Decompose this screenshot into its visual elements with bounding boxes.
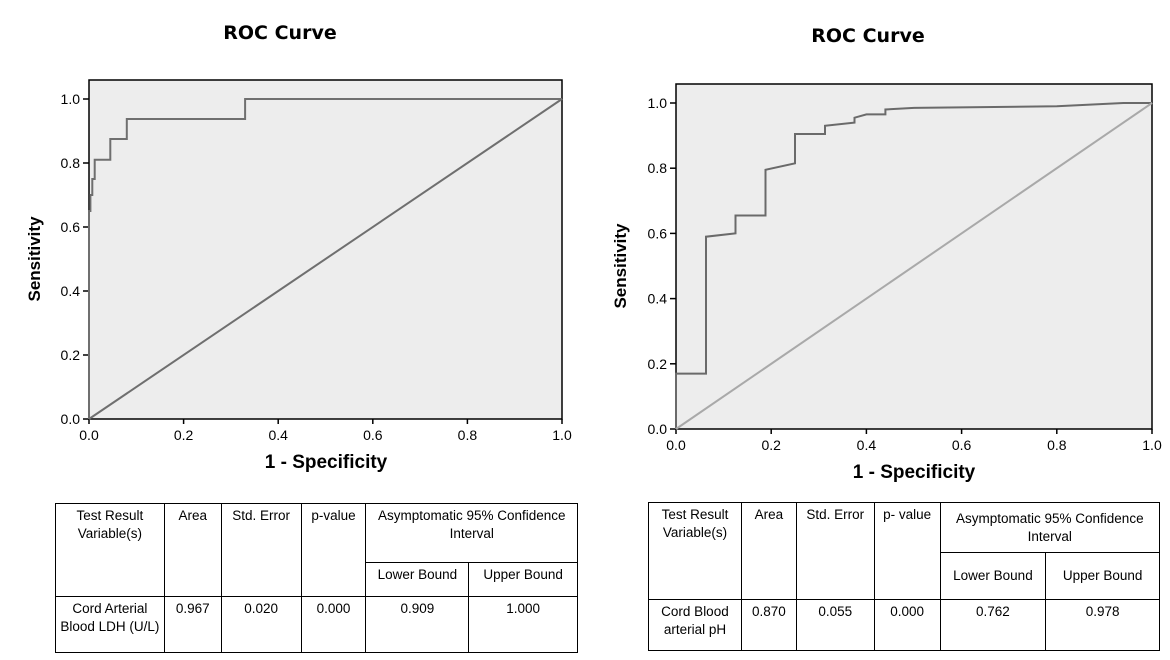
header-p-value: p-value bbox=[300, 503, 367, 597]
cell-upper-bound: 1.000 bbox=[468, 596, 578, 653]
table-row: Cord Arterial Blood LDH (U/L) 0.967 0.02… bbox=[55, 596, 578, 653]
x-tick-label: 0.4 bbox=[268, 427, 288, 443]
header-upper-bound: Upper Bound bbox=[1045, 552, 1160, 600]
y-tick-label: 0.2 bbox=[648, 356, 668, 372]
cell-lower-bound: 0.909 bbox=[365, 596, 470, 653]
y-tick-label: 0.4 bbox=[61, 283, 81, 299]
header-area: Area bbox=[740, 502, 797, 600]
header-variable: Test Result Variable(s) bbox=[55, 503, 165, 597]
y-tick-label: 1.0 bbox=[648, 95, 668, 111]
y-tick-label: 0.2 bbox=[61, 347, 81, 363]
y-axis-label: Sensitivity bbox=[611, 223, 630, 309]
plot-area bbox=[675, 83, 1153, 430]
header-confidence-interval: Asymptomatic 95% Confidence Interval bbox=[365, 503, 578, 563]
header-upper-bound: Upper Bound bbox=[468, 562, 578, 597]
x-tick-label: 1.0 bbox=[1142, 437, 1162, 453]
chart-title: ROC Curve bbox=[811, 25, 925, 47]
header-area: Area bbox=[163, 503, 222, 597]
x-tick-label: 0.8 bbox=[1047, 437, 1067, 453]
x-tick-label: 0.0 bbox=[666, 437, 686, 453]
x-tick-label: 0.2 bbox=[174, 427, 194, 443]
cell-area: 0.967 bbox=[163, 596, 222, 653]
y-tick-label: 0.0 bbox=[61, 411, 81, 427]
y-tick-label: 0.8 bbox=[61, 155, 81, 171]
header-std-error: Std. Error bbox=[220, 503, 302, 597]
roc-curve-line bbox=[675, 102, 1152, 429]
y-tick-label: 0.0 bbox=[648, 421, 668, 437]
header-lower-bound: Lower Bound bbox=[365, 562, 470, 597]
cell-upper-bound: 0.978 bbox=[1045, 599, 1160, 651]
x-tick-label: 0.8 bbox=[458, 427, 478, 443]
header-std-error: Std. Error bbox=[795, 502, 875, 600]
reference-line bbox=[88, 98, 563, 420]
cell-p-value: 0.000 bbox=[300, 596, 367, 653]
header-lower-bound: Lower Bound bbox=[939, 552, 1047, 600]
auc-table-left: Test Result Variable(s) Area Std. Error … bbox=[55, 503, 578, 653]
header-p-value: p- value bbox=[873, 502, 941, 600]
x-tick-label: 0.4 bbox=[857, 437, 877, 453]
y-tick-label: 1.0 bbox=[61, 91, 81, 107]
y-tick-label: 0.4 bbox=[648, 291, 668, 307]
auc-table-right: Test Result Variable(s) Area Std. Error … bbox=[648, 502, 1161, 651]
x-tick-label: 0.6 bbox=[952, 437, 972, 453]
y-tick-label: 0.6 bbox=[61, 219, 81, 235]
header-variable: Test Result Variable(s) bbox=[648, 502, 742, 600]
y-axis-label: Sensitivity bbox=[25, 216, 44, 302]
y-tick-label: 0.8 bbox=[648, 160, 668, 176]
reference-line bbox=[675, 102, 1153, 430]
x-tick-label: 0.0 bbox=[79, 427, 99, 443]
y-tick-label: 0.6 bbox=[648, 225, 668, 241]
chart-title: ROC Curve bbox=[223, 22, 337, 44]
plot-area bbox=[88, 79, 563, 420]
x-tick-label: 1.0 bbox=[552, 427, 572, 443]
x-tick-label: 0.6 bbox=[363, 427, 383, 443]
roc-chart-left: 0.0 0.2 0.4 0.6 0.8 1.0 0.0 0.2 0.4 0.6 0.8 1.0 1 - … bbox=[25, 79, 572, 473]
roc-curve-line bbox=[88, 98, 562, 419]
cell-variable: Cord Arterial Blood LDH (U/L) bbox=[55, 596, 165, 653]
roc-chart-right: 0.0 0.2 0.4 0.6 0.8 1.0 0.0 0.2 0.4 0.6 0.8 1.0 1 - … bbox=[611, 83, 1162, 483]
x-axis-label: 1 - Specificity bbox=[853, 462, 976, 483]
cell-lower-bound: 0.762 bbox=[939, 599, 1047, 651]
table-row: Cord Blood arterial pH 0.870 0.055 0.000… bbox=[648, 599, 1160, 651]
cell-p-value: 0.000 bbox=[873, 599, 941, 651]
x-axis-label: 1 - Specificity bbox=[265, 452, 388, 473]
cell-std-error: 0.020 bbox=[220, 596, 302, 653]
header-confidence-interval: Asymptomatic 95% Confidence Interval bbox=[939, 502, 1161, 553]
cell-std-error: 0.055 bbox=[795, 599, 875, 651]
x-tick-label: 0.2 bbox=[761, 437, 781, 453]
cell-variable: Cord Blood arterial pH bbox=[648, 599, 742, 651]
cell-area: 0.870 bbox=[740, 599, 797, 651]
